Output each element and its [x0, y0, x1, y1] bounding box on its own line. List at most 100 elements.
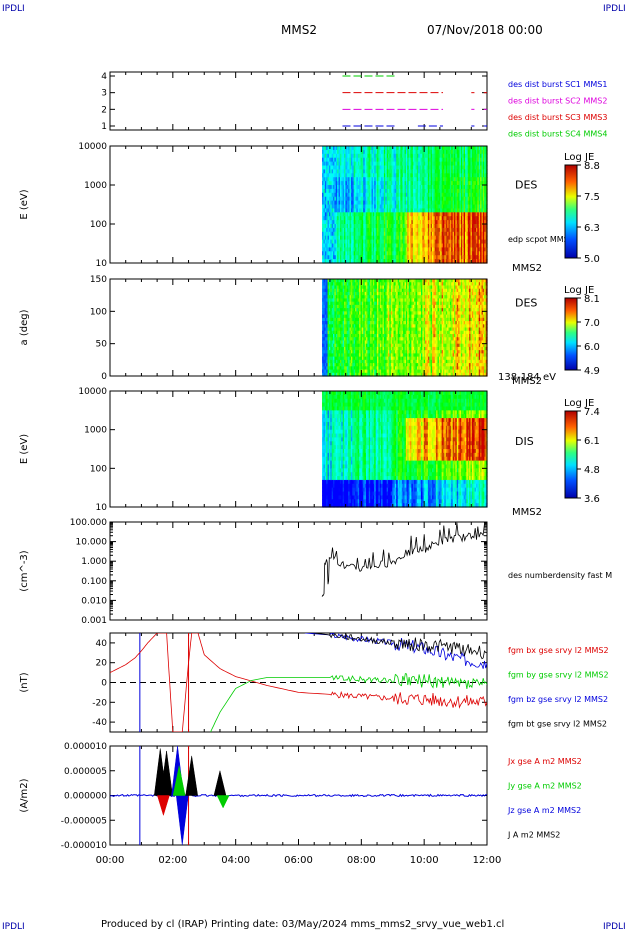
- des-energy-heatmap-cell: [385, 220, 388, 225]
- des-energy-heatmap-cell: [481, 231, 484, 237]
- des-energy-heatmap-cell: [482, 169, 485, 174]
- des-energy-heatmap-cell: [370, 259, 373, 264]
- des-energy-heatmap-cell: [330, 188, 333, 194]
- des-energy-heatmap-cell: [346, 220, 349, 225]
- des-energy-heatmap-cell: [452, 146, 455, 151]
- des-energy-heatmap-cell: [381, 153, 384, 159]
- des-energy-heatmap-cell: [385, 255, 388, 260]
- des-energy-heatmap-cell: [411, 192, 414, 198]
- des-energy-heatmap-cell: [348, 188, 351, 194]
- des-energy-heatmap-cell: [333, 224, 336, 229]
- des-energy-heatmap-cell: [344, 200, 347, 206]
- des-energy-heatmap-cell: [410, 185, 412, 190]
- des-energy-heatmap-cell: [421, 259, 423, 264]
- des-energy-heatmap-cell: [414, 153, 417, 159]
- des-energy-heatmap-cell: [467, 255, 470, 260]
- des-energy-heatmap-cell: [463, 216, 466, 221]
- des-energy-heatmap-cell: [476, 188, 478, 194]
- des-energy-heatmap-cell: [368, 235, 371, 241]
- des-energy-heatmap-cell: [323, 235, 326, 241]
- des-energy-heatmap-cell: [389, 185, 392, 190]
- des-energy-heatmap-cell: [346, 247, 349, 252]
- des-energy-heatmap-cell: [458, 227, 461, 233]
- des-energy-heatmap-cell: [405, 157, 408, 163]
- des-energy-heatmap-cell: [429, 259, 432, 264]
- des-energy-heatmap-cell: [444, 255, 447, 260]
- des-energy-heatmap-cell: [350, 169, 353, 174]
- des-energy-heatmap-cell: [341, 255, 344, 260]
- des-energy-heatmap-cell: [337, 235, 340, 241]
- des-energy-heatmap-cell: [421, 165, 423, 170]
- des-energy-heatmap-cell: [482, 146, 485, 151]
- des-energy-heatmap-cell: [341, 204, 344, 209]
- des-energy-heatmap-cell: [386, 235, 389, 241]
- des-energy-heatmap-cell: [437, 227, 440, 233]
- des-energy-heatmap-cell: [381, 251, 384, 256]
- des-energy-heatmap-cell: [361, 220, 364, 225]
- des-energy-heatmap-cell: [440, 224, 443, 229]
- des-energy-heatmap-cell: [454, 227, 456, 233]
- des-energy-heatmap-cell: [460, 165, 463, 170]
- des-energy-heatmap-cell: [371, 181, 374, 186]
- des-energy-heatmap-cell: [337, 231, 340, 237]
- des-energy-heatmap-cell: [323, 181, 326, 186]
- des-energy-heatmap-cell: [473, 235, 476, 241]
- des-energy-heatmap-cell: [412, 188, 415, 194]
- des-energy-heatmap-cell: [383, 208, 386, 213]
- des-energy-heatmap-cell: [405, 196, 408, 202]
- des-energy-heatmap-cell: [350, 208, 353, 213]
- des-energy-heatmap-cell: [444, 161, 447, 167]
- des-energy-heatmap-cell: [323, 227, 326, 233]
- des-energy-heatmap-cell: [356, 259, 359, 264]
- des-energy-heatmap-cell: [480, 146, 483, 151]
- des-energy-heatmap-cell: [386, 173, 389, 178]
- des-energy-heatmap-cell: [430, 173, 433, 178]
- des-energy-heatmap-cell: [341, 243, 344, 248]
- des-energy-heatmap-cell: [335, 247, 338, 252]
- des-energy-heatmap-cell: [360, 200, 363, 206]
- des-energy-heatmap-cell: [388, 188, 391, 194]
- des-energy-heatmap-cell: [352, 192, 355, 198]
- des-energy-heatmap-cell: [405, 181, 408, 186]
- des-energy-heatmap-cell: [476, 165, 478, 170]
- des-energy-heatmap-cell: [478, 227, 481, 233]
- des-energy-heatmap-cell: [374, 157, 377, 163]
- des-energy-heatmap-cell: [392, 247, 395, 252]
- des-energy-heatmap-cell: [481, 161, 484, 167]
- des-energy-heatmap-cell: [411, 224, 414, 229]
- des-energy-heatmap-cell: [458, 255, 461, 260]
- des-energy-heatmap-cell: [436, 231, 439, 237]
- des-energy-heatmap-cell: [349, 153, 352, 159]
- des-energy-heatmap-cell: [451, 208, 454, 213]
- des-energy-heatmap-cell: [388, 149, 391, 155]
- des-energy-heatmap-cell: [401, 259, 404, 264]
- des-energy-heatmap-cell: [444, 169, 447, 174]
- des-energy-heatmap-cell: [367, 204, 370, 209]
- des-pitch-heatmap-cell: [322, 308, 325, 312]
- des-energy-heatmap-cell: [324, 224, 327, 229]
- des-energy-heatmap-cell: [474, 220, 477, 225]
- des-energy-heatmap-cell: [476, 224, 478, 229]
- des-energy-heatmap-cell: [344, 239, 347, 245]
- des-energy-heatmap-cell: [440, 177, 443, 182]
- des-energy-heatmap-cell: [436, 173, 439, 178]
- des-energy-heatmap-cell: [337, 224, 340, 229]
- des-energy-heatmap-cell: [471, 161, 474, 167]
- des-energy-heatmap-cell: [474, 185, 477, 190]
- des-energy-heatmap-cell: [408, 204, 411, 209]
- des-energy-heatmap-cell: [421, 220, 423, 225]
- des-energy-heatmap-cell: [410, 227, 412, 233]
- des-energy-heatmap-cell: [349, 169, 352, 174]
- des-energy-heatmap-cell: [411, 227, 414, 233]
- des-energy-heatmap-cell: [415, 247, 418, 252]
- des-energy-heatmap-cell: [455, 259, 458, 264]
- des-energy-heatmap-cell: [436, 216, 439, 221]
- des-energy-heatmap-cell: [383, 149, 386, 155]
- des-energy-heatmap-cell: [441, 165, 444, 170]
- des-energy-heatmap-cell: [356, 165, 359, 170]
- des-energy-heatmap-cell: [349, 227, 352, 233]
- des-energy-heatmap-cell: [375, 239, 378, 245]
- des-energy-heatmap-cell: [394, 208, 397, 213]
- des-energy-heatmap-cell: [434, 181, 437, 186]
- des-energy-heatmap-cell: [339, 196, 342, 202]
